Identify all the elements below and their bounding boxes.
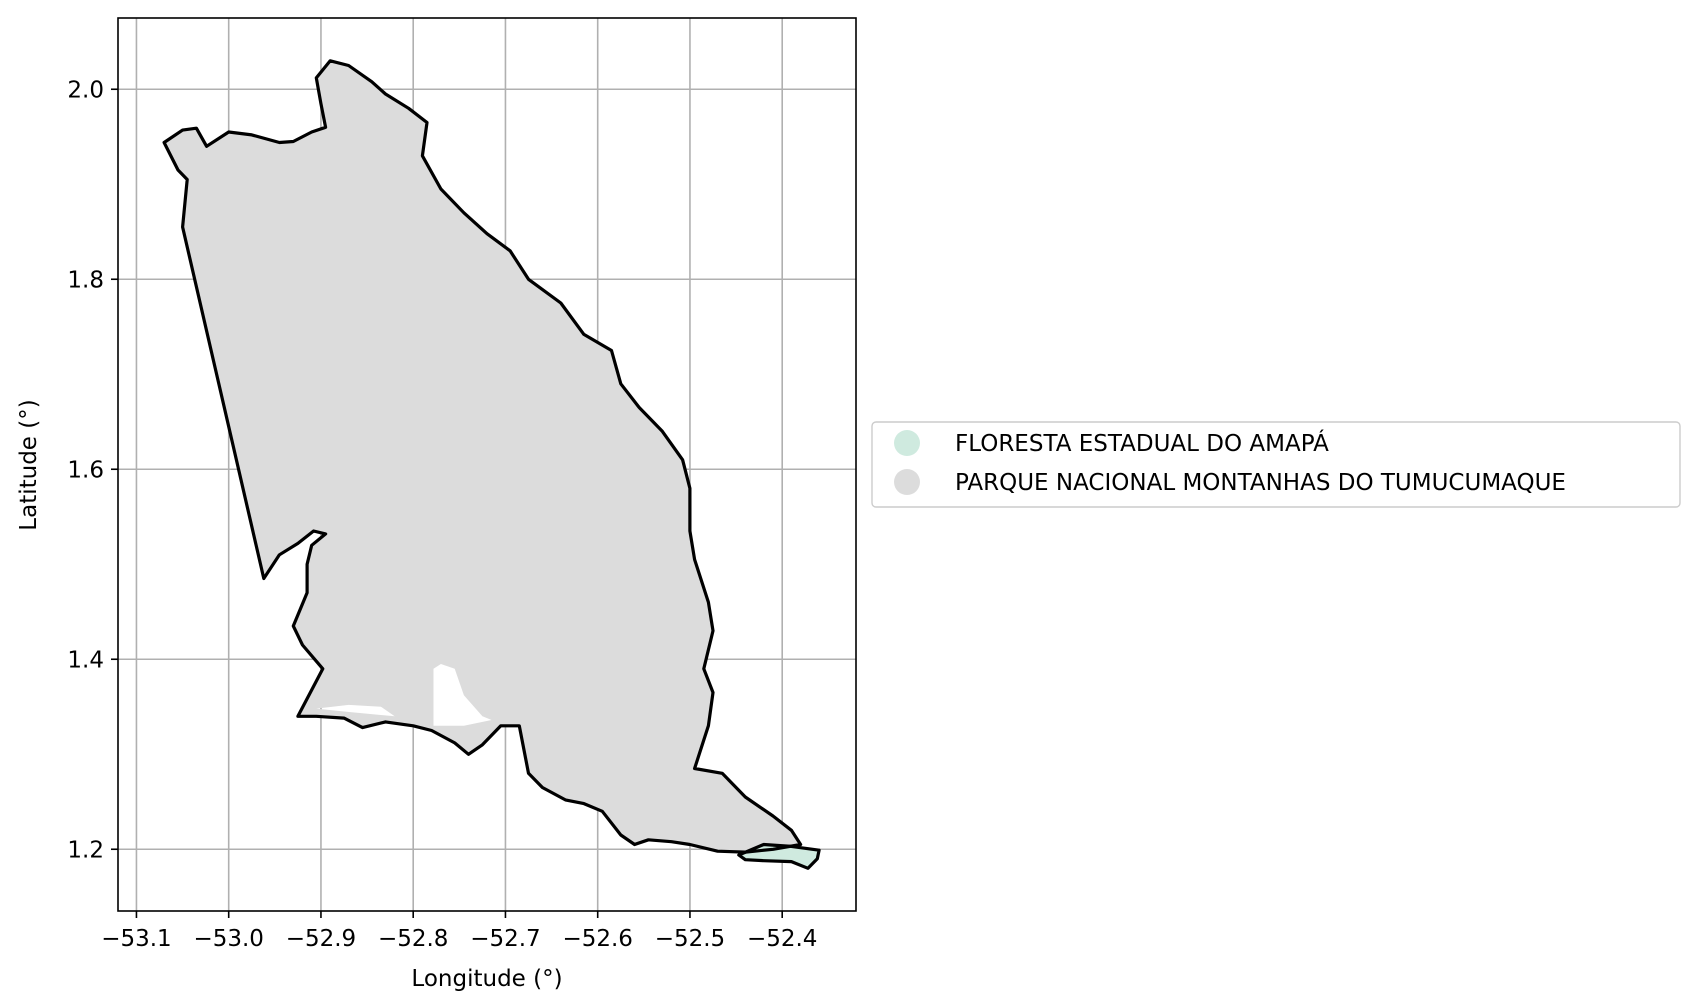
y-tick-label: 2.0 xyxy=(67,77,104,103)
boundary-outline-floresta xyxy=(737,842,821,870)
legend-box xyxy=(871,421,1681,508)
x-tick-label: −52.9 xyxy=(286,926,356,952)
legend-marker-parque xyxy=(894,469,920,495)
y-tick-label: 1.6 xyxy=(67,457,104,483)
plot-frame xyxy=(117,17,857,912)
x-axis: −53.1 −53.0 −52.9 −52.8 −52.7 −52.6 −52.5 −52.4 xyxy=(101,911,817,952)
legend-marker-floresta xyxy=(894,430,920,456)
y-tick-label: 1.8 xyxy=(67,267,104,293)
x-tick-label: −52.8 xyxy=(378,926,448,952)
legend-label-parque: PARQUE NACIONAL MONTANHAS DO TUMUCUMAQUE xyxy=(955,470,1566,496)
legend: FLORESTA ESTADUAL DO AMAPÁ PARQUE NACION… xyxy=(871,421,1681,508)
y-tick-label: 1.4 xyxy=(67,647,104,673)
y-axis: 1.2 1.4 1.6 1.8 2.0 xyxy=(67,77,118,863)
legend-label-floresta: FLORESTA ESTADUAL DO AMAPÁ xyxy=(955,429,1329,457)
y-tick-label: 1.2 xyxy=(67,837,104,863)
x-tick-label: −52.5 xyxy=(655,926,725,952)
boundary-outline xyxy=(162,59,803,854)
plot-area xyxy=(117,17,857,912)
x-axis-label: Longitude (°) xyxy=(411,966,562,992)
x-tick-label: −52.6 xyxy=(562,926,632,952)
x-tick-label: −53.0 xyxy=(193,926,263,952)
x-tick-label: −52.7 xyxy=(470,926,540,952)
parque-tumucumaque-region xyxy=(164,60,801,853)
x-tick-label: −52.4 xyxy=(747,926,817,952)
boundary-outlines xyxy=(162,59,821,870)
x-tick-label: −53.1 xyxy=(101,926,171,952)
y-axis-label: Latitude (°) xyxy=(16,399,42,530)
